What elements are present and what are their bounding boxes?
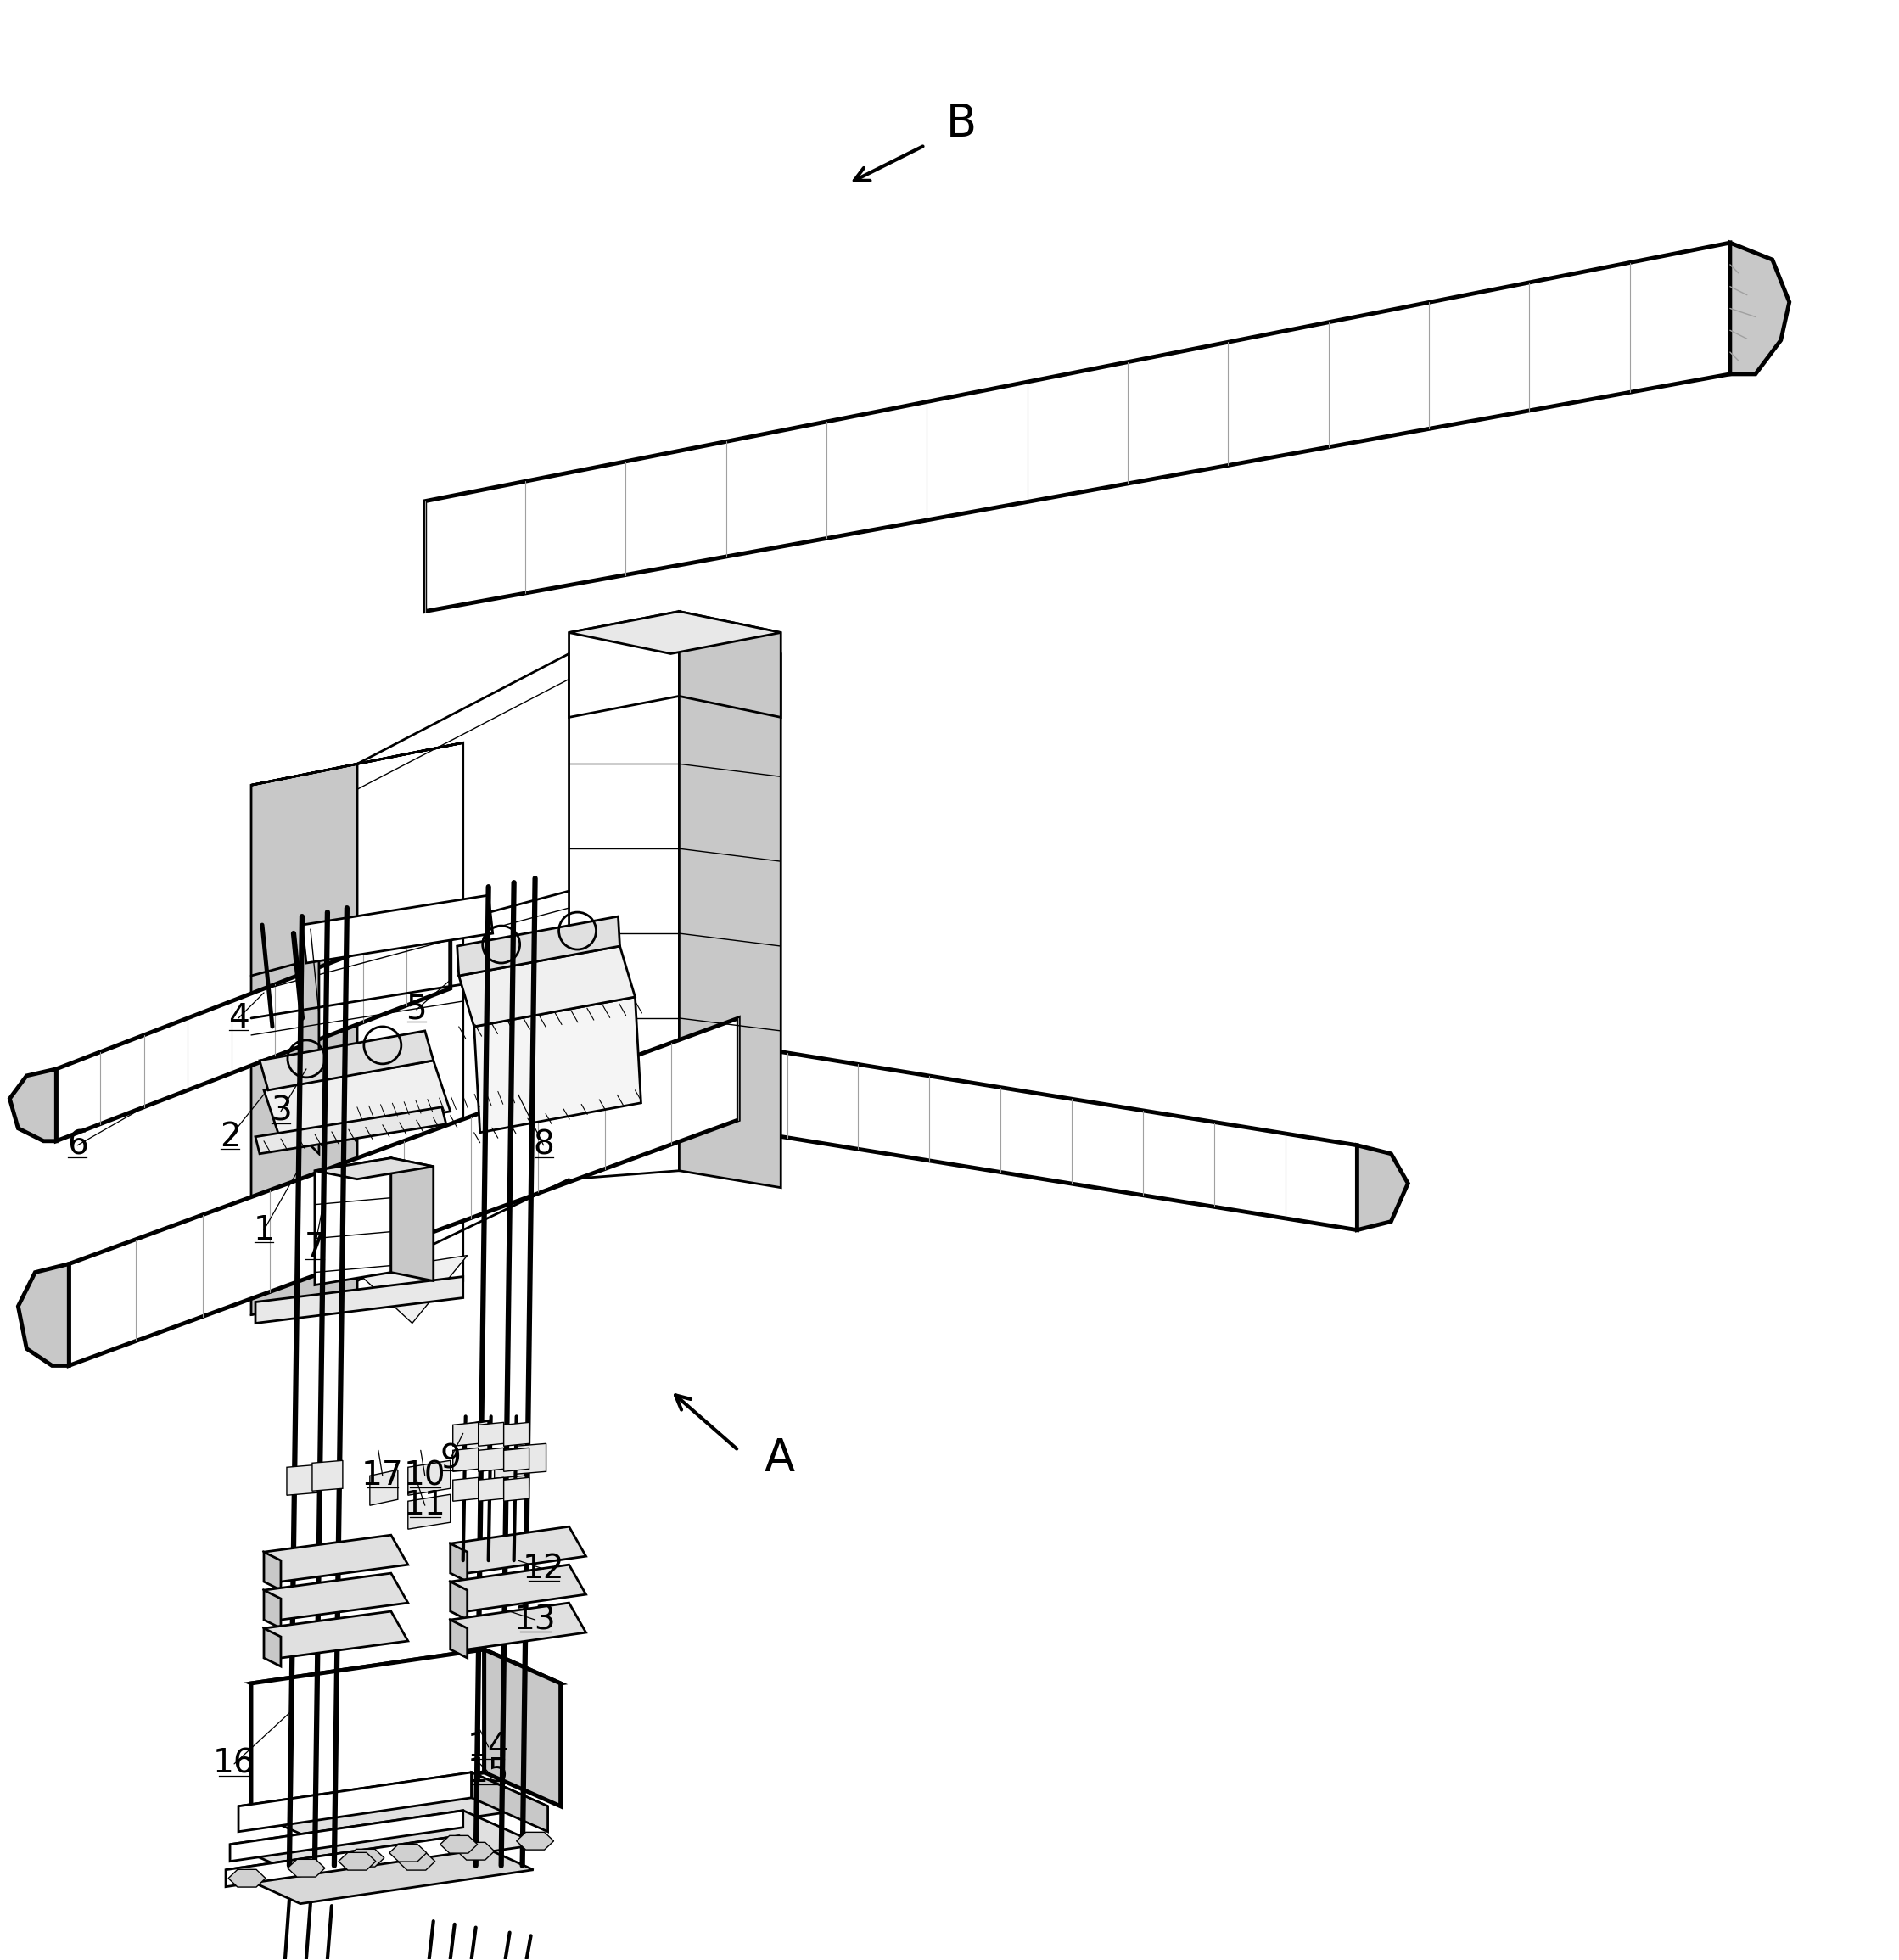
Polygon shape <box>503 1448 530 1472</box>
Polygon shape <box>458 1842 494 1860</box>
Text: 7: 7 <box>304 1231 325 1262</box>
Polygon shape <box>264 1629 281 1666</box>
Polygon shape <box>1730 243 1789 374</box>
Polygon shape <box>264 1535 408 1582</box>
Polygon shape <box>441 1837 477 1854</box>
Polygon shape <box>239 1772 547 1840</box>
Polygon shape <box>570 612 780 655</box>
Polygon shape <box>494 1448 524 1478</box>
Polygon shape <box>19 1264 68 1366</box>
Polygon shape <box>260 1031 433 1090</box>
Polygon shape <box>311 1460 342 1492</box>
Polygon shape <box>264 1574 408 1619</box>
Polygon shape <box>450 1603 587 1650</box>
Polygon shape <box>389 1844 427 1862</box>
Text: 11: 11 <box>404 1490 446 1521</box>
Polygon shape <box>517 1833 555 1850</box>
Polygon shape <box>302 925 319 1154</box>
Polygon shape <box>570 612 680 717</box>
Polygon shape <box>287 1860 325 1878</box>
Text: 15: 15 <box>467 1756 509 1788</box>
Polygon shape <box>264 1552 281 1590</box>
Polygon shape <box>230 1811 463 1862</box>
Text: 14: 14 <box>467 1731 509 1764</box>
Polygon shape <box>228 1870 266 1887</box>
Text: 16: 16 <box>213 1748 254 1780</box>
Polygon shape <box>475 998 642 1133</box>
Text: 17: 17 <box>361 1460 404 1492</box>
Polygon shape <box>460 947 634 1027</box>
Polygon shape <box>226 1837 460 1887</box>
Polygon shape <box>264 1611 408 1658</box>
Polygon shape <box>408 1494 450 1529</box>
Polygon shape <box>450 1619 467 1658</box>
Polygon shape <box>479 1448 503 1472</box>
Polygon shape <box>226 1837 534 1903</box>
Polygon shape <box>264 1590 281 1629</box>
Polygon shape <box>230 1811 539 1878</box>
Polygon shape <box>68 1017 739 1366</box>
Text: 4: 4 <box>228 1002 249 1035</box>
Polygon shape <box>425 243 1730 612</box>
Polygon shape <box>9 1068 57 1141</box>
Polygon shape <box>479 1423 503 1446</box>
Polygon shape <box>463 1421 488 1462</box>
Polygon shape <box>357 1256 467 1323</box>
Polygon shape <box>256 1276 463 1323</box>
Polygon shape <box>479 1478 503 1501</box>
Polygon shape <box>287 1464 317 1495</box>
Polygon shape <box>450 1544 467 1582</box>
Polygon shape <box>357 743 463 1294</box>
Text: 6: 6 <box>66 1129 87 1162</box>
Polygon shape <box>397 1852 435 1870</box>
Text: 3: 3 <box>270 1096 291 1127</box>
Polygon shape <box>302 896 492 962</box>
Polygon shape <box>370 1470 397 1505</box>
Polygon shape <box>503 1478 530 1501</box>
Text: 2: 2 <box>220 1121 241 1152</box>
Polygon shape <box>570 633 680 1180</box>
Text: 10: 10 <box>404 1460 446 1492</box>
Polygon shape <box>680 612 780 717</box>
Polygon shape <box>251 1650 560 1717</box>
Polygon shape <box>348 1848 384 1866</box>
Polygon shape <box>458 917 619 976</box>
Polygon shape <box>452 1423 479 1446</box>
Polygon shape <box>338 1852 376 1870</box>
Text: 5: 5 <box>406 994 427 1025</box>
Polygon shape <box>452 1478 479 1501</box>
Polygon shape <box>408 1460 450 1495</box>
Polygon shape <box>450 1582 467 1619</box>
Polygon shape <box>452 1448 479 1472</box>
Text: 8: 8 <box>534 1129 555 1162</box>
Text: B: B <box>946 102 976 147</box>
Polygon shape <box>1358 1145 1407 1231</box>
Polygon shape <box>503 1423 530 1446</box>
Polygon shape <box>251 743 463 786</box>
Polygon shape <box>251 764 357 1315</box>
Polygon shape <box>57 917 450 1141</box>
Text: 12: 12 <box>522 1552 564 1586</box>
Polygon shape <box>450 1564 587 1611</box>
Text: 13: 13 <box>515 1603 556 1637</box>
Polygon shape <box>471 1772 547 1833</box>
Polygon shape <box>484 1650 560 1807</box>
Polygon shape <box>517 1445 547 1474</box>
Polygon shape <box>239 1772 471 1833</box>
Polygon shape <box>251 1650 484 1807</box>
Polygon shape <box>315 1158 391 1286</box>
Polygon shape <box>450 1527 587 1574</box>
Polygon shape <box>573 1017 1358 1231</box>
Polygon shape <box>264 1060 450 1141</box>
Polygon shape <box>680 633 780 1188</box>
Polygon shape <box>315 1158 433 1180</box>
Polygon shape <box>391 1158 433 1280</box>
Text: A: A <box>763 1437 794 1482</box>
Polygon shape <box>256 1107 446 1154</box>
Polygon shape <box>570 633 780 680</box>
Text: 1: 1 <box>253 1213 275 1247</box>
Text: 9: 9 <box>441 1443 461 1476</box>
